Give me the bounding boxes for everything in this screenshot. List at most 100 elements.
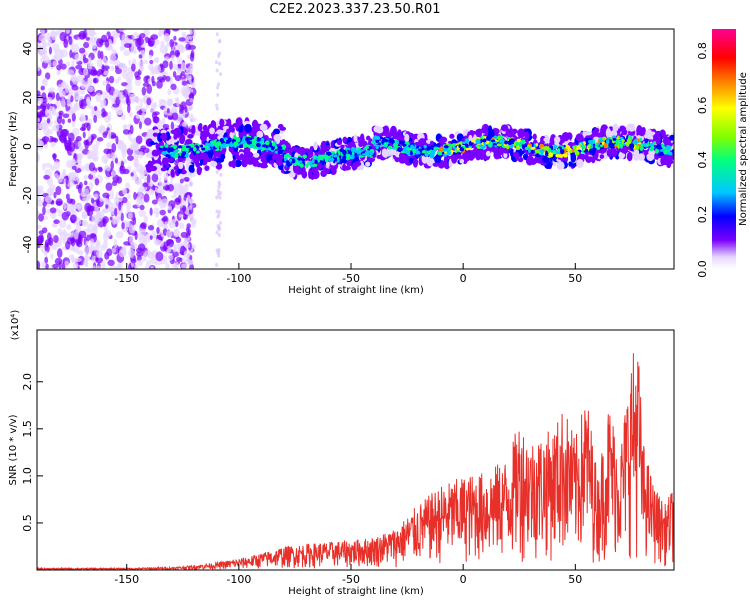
heatmap-cell xyxy=(44,242,49,252)
heatmap-cell xyxy=(60,81,66,89)
heatmap-cell xyxy=(115,67,122,75)
heatmap-cell xyxy=(297,156,302,161)
heatmap-cell xyxy=(135,75,141,81)
heatmap-cell xyxy=(184,138,193,146)
heatmap-cell xyxy=(66,224,72,231)
heatmap-cell xyxy=(271,153,280,161)
heatmap-cell xyxy=(94,215,100,225)
heatmap-cell xyxy=(84,140,89,150)
heatmap-cell xyxy=(375,144,379,150)
heatmap-cell xyxy=(96,38,104,48)
heatmap-cell xyxy=(366,135,371,141)
heatmap-cell xyxy=(509,138,512,142)
heatmap-cell xyxy=(185,74,189,79)
heatmap-cell xyxy=(159,44,168,54)
heatmap-cell xyxy=(82,188,90,197)
heatmap-cell xyxy=(416,145,420,149)
heatmap-cell xyxy=(217,213,221,218)
heatmap-cell xyxy=(180,231,188,238)
heatmap-cell xyxy=(607,136,611,140)
heatmap-cell xyxy=(627,123,636,132)
heatmap-cell xyxy=(556,151,560,155)
heatmap-cell xyxy=(506,144,510,150)
heatmap-cell xyxy=(151,199,158,205)
heatmap-cell xyxy=(103,70,109,76)
heatmap-cell xyxy=(162,60,169,69)
heatmap-cell xyxy=(42,126,50,136)
heatmap-cell xyxy=(439,146,444,152)
heatmap-cell xyxy=(56,64,62,71)
heatmap-cell xyxy=(137,259,144,267)
colorbar-label: Normalized spectral amplitude xyxy=(738,72,749,226)
heatmap-cell xyxy=(91,144,99,151)
heatmap-cell xyxy=(83,41,90,49)
heatmap-cell xyxy=(40,85,45,91)
spectrogram-x-tick-label: 50 xyxy=(568,272,582,285)
heatmap-cell xyxy=(180,70,185,77)
heatmap-cell xyxy=(476,146,481,149)
heatmap-cell xyxy=(612,150,618,155)
heatmap-cell xyxy=(125,201,131,211)
heatmap-cell xyxy=(219,172,223,177)
heatmap-cell xyxy=(127,212,133,220)
heatmap-cell xyxy=(141,107,148,113)
heatmap-cell xyxy=(104,39,110,48)
heatmap-cell xyxy=(179,257,183,262)
heatmap-cell xyxy=(189,36,193,41)
heatmap-cell xyxy=(146,97,152,106)
heatmap-cell xyxy=(318,155,324,161)
heatmap-cell xyxy=(667,151,671,155)
heatmap-cell xyxy=(448,146,453,151)
heatmap-cell xyxy=(209,160,218,167)
heatmap-cell xyxy=(107,259,115,267)
spectrogram-frame xyxy=(36,28,675,270)
heatmap-cell xyxy=(111,247,116,253)
heatmap-cell xyxy=(181,257,186,264)
heatmap-cell xyxy=(53,191,57,199)
heatmap-cell xyxy=(584,154,589,160)
heatmap-cell xyxy=(111,180,118,186)
heatmap-cell xyxy=(148,54,153,60)
colorbar-tick-label: 0.6 xyxy=(696,97,709,115)
heatmap-cell xyxy=(399,152,405,159)
snr-y-tick-label: 1.0 xyxy=(21,467,34,485)
heatmap-cell xyxy=(106,248,113,256)
heatmap-cell xyxy=(174,229,180,237)
snr-panel: -150 -100 -50 0 50 0.5 1.0 1.5 2.0 Height of st… xyxy=(8,310,675,597)
heatmap-cell xyxy=(92,223,99,231)
heatmap-cell xyxy=(189,64,193,69)
heatmap-cell xyxy=(95,256,104,264)
heatmap-cell xyxy=(53,137,59,143)
heatmap-cell xyxy=(289,158,293,162)
heatmap-cell xyxy=(151,230,156,239)
spectrogram-y-tick-label: -20 xyxy=(21,187,34,205)
heatmap-cell xyxy=(516,138,521,143)
heatmap-cell xyxy=(181,121,188,127)
heatmap-cell xyxy=(78,230,87,239)
heatmap-cell xyxy=(166,248,172,253)
heatmap-cell xyxy=(171,112,179,121)
heatmap-cell xyxy=(218,195,222,200)
heatmap-cell xyxy=(145,237,151,243)
heatmap-cell xyxy=(404,133,410,143)
heatmap-cell xyxy=(165,239,174,244)
heatmap-cell xyxy=(188,78,192,83)
heatmap-cell xyxy=(93,245,98,252)
heatmap-cell xyxy=(352,162,357,171)
heatmap-cell xyxy=(88,56,92,66)
heatmap-cell xyxy=(133,157,139,166)
heatmap-cell xyxy=(105,164,111,172)
heatmap-cell xyxy=(102,91,110,101)
heatmap-cell xyxy=(44,72,51,80)
heatmap-cell xyxy=(103,148,112,155)
heatmap-cell xyxy=(381,148,388,158)
heatmap-cell xyxy=(109,265,118,269)
heatmap-cell xyxy=(128,224,136,234)
heatmap-cell xyxy=(500,124,509,132)
heatmap-cell xyxy=(191,203,197,208)
heatmap-cell xyxy=(581,144,586,150)
heatmap-cell xyxy=(52,43,60,52)
heatmap-cell xyxy=(173,35,177,41)
heatmap-cell xyxy=(614,145,618,148)
heatmap-cell xyxy=(191,220,196,229)
